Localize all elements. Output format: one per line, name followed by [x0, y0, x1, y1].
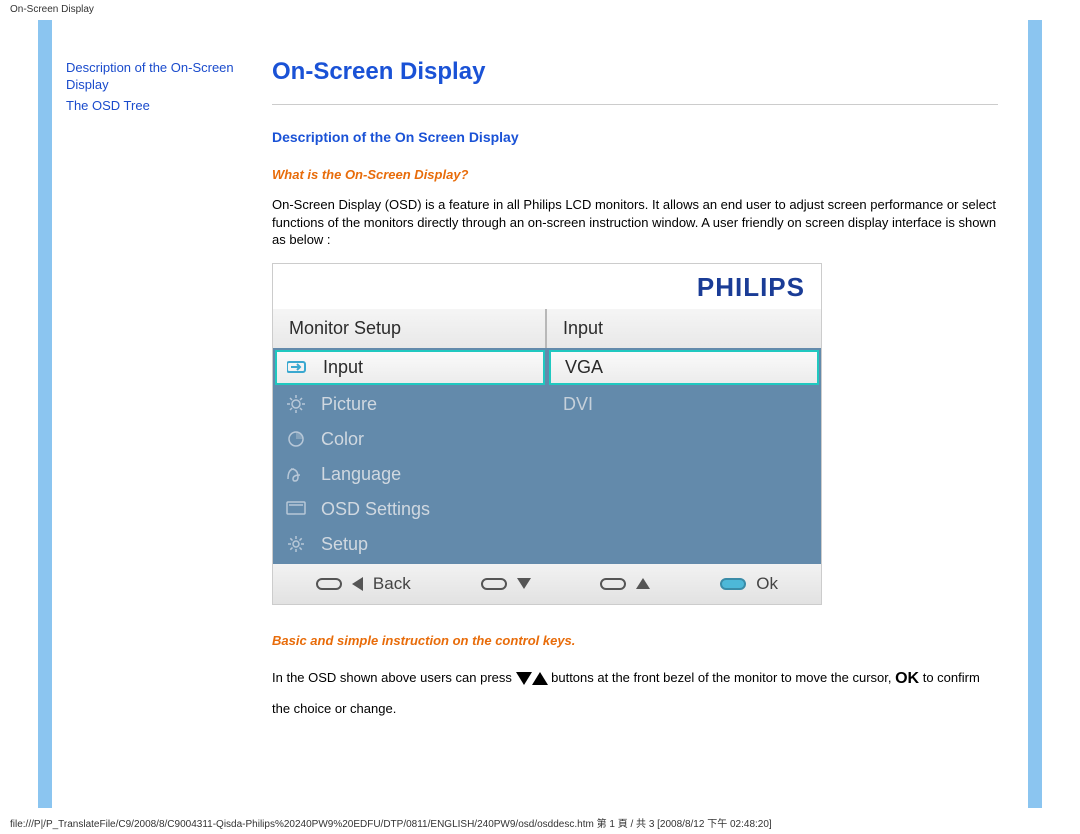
- page-frame: Description of the On-Screen Display The…: [38, 20, 1042, 808]
- footer-path: file:///P|/P_TranslateFile/C9/2008/8/C90…: [10, 815, 772, 830]
- brightness-icon: [285, 394, 307, 414]
- language-icon: [285, 464, 307, 484]
- menu-label: Language: [321, 464, 401, 485]
- up-arrow-icon: [636, 578, 650, 589]
- osd-header-left: Monitor Setup: [273, 309, 547, 348]
- osd-header-right: Input: [547, 309, 821, 348]
- down-button[interactable]: [481, 578, 531, 590]
- pill-icon: [316, 578, 342, 590]
- menu-item-input[interactable]: Input: [275, 350, 545, 385]
- gear-icon: [285, 534, 307, 554]
- back-button[interactable]: Back: [316, 574, 411, 594]
- color-icon: [285, 429, 307, 449]
- pill-icon: [481, 578, 507, 590]
- subheading-instruction: Basic and simple instruction on the cont…: [272, 633, 998, 648]
- osd-main-menu: Input Picture Color Language: [273, 348, 547, 564]
- divider: [272, 104, 998, 105]
- left-arrow-icon: [352, 577, 363, 591]
- menu-label: Color: [321, 429, 364, 450]
- osd-settings-icon: [285, 499, 307, 519]
- menu-item-picture[interactable]: Picture: [273, 387, 547, 422]
- menu-item-language[interactable]: Language: [273, 457, 547, 492]
- sidebar: Description of the On-Screen Display The…: [52, 20, 262, 808]
- philips-logo: PHILIPS: [697, 272, 805, 302]
- section-heading: Description of the On Screen Display: [272, 129, 998, 145]
- sidebar-link-osd-tree[interactable]: The OSD Tree: [66, 98, 252, 115]
- osd-body: Input Picture Color Language: [273, 348, 821, 564]
- osd-figure: PHILIPS Monitor Setup Input Input: [272, 263, 822, 605]
- osd-sub-menu: VGA DVI: [547, 348, 821, 564]
- up-button[interactable]: [600, 578, 650, 590]
- text-part-a: In the OSD shown above users can press: [272, 670, 516, 685]
- intro-paragraph: On-Screen Display (OSD) is a feature in …: [272, 196, 998, 249]
- text-part-b: buttons at the front bezel of the monito…: [548, 670, 896, 685]
- down-triangle-icon: [516, 672, 532, 685]
- menu-label: Picture: [321, 394, 377, 415]
- menu-label: Input: [323, 357, 363, 378]
- osd-footer: Back Ok: [273, 564, 821, 604]
- menu-item-setup[interactable]: Setup: [273, 527, 547, 562]
- back-label: Back: [373, 574, 411, 594]
- page-title: On-Screen Display: [272, 58, 998, 86]
- subheading-what-is: What is the On-Screen Display?: [272, 167, 998, 182]
- sidebar-link-description[interactable]: Description of the On-Screen Display: [66, 60, 252, 94]
- ok-label: Ok: [756, 574, 778, 594]
- brand-bar: PHILIPS: [273, 264, 821, 309]
- pill-icon: [600, 578, 626, 590]
- ok-inline-icon: OK: [895, 662, 919, 696]
- page-header-label: On-Screen Display: [10, 4, 94, 15]
- osd-header: Monitor Setup Input: [273, 309, 821, 348]
- pill-filled-icon: [720, 578, 746, 590]
- instruction-paragraph: In the OSD shown above users can press b…: [272, 662, 998, 723]
- down-arrow-icon: [517, 578, 531, 589]
- menu-item-color[interactable]: Color: [273, 422, 547, 457]
- sub-item-vga[interactable]: VGA: [549, 350, 819, 385]
- osd-screen: Monitor Setup Input Input Picture: [273, 309, 821, 604]
- menu-item-osd-settings[interactable]: OSD Settings: [273, 492, 547, 527]
- up-triangle-icon: [532, 672, 548, 685]
- content-area: On-Screen Display Description of the On …: [262, 20, 1028, 808]
- menu-label: OSD Settings: [321, 499, 430, 520]
- ok-button[interactable]: Ok: [720, 574, 778, 594]
- menu-label: Setup: [321, 534, 368, 555]
- sub-item-dvi[interactable]: DVI: [547, 387, 821, 422]
- input-icon: [287, 357, 309, 377]
